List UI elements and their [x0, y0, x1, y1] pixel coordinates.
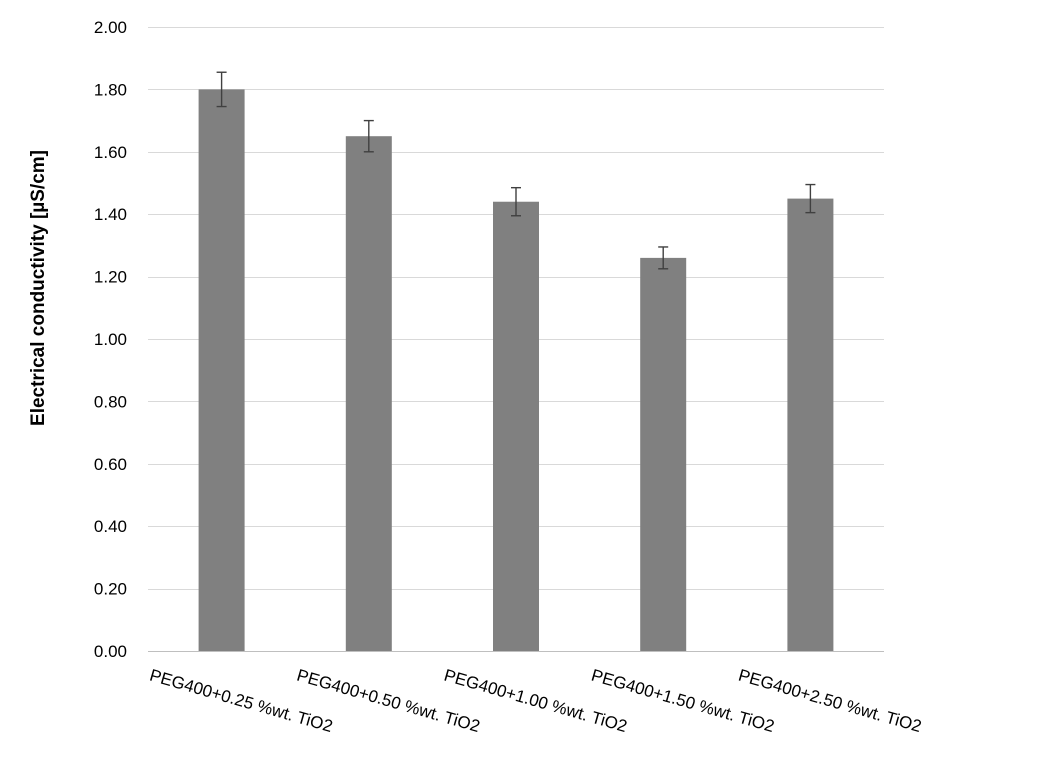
y-tick-label: 1.80: [94, 80, 127, 99]
bar: [345, 136, 392, 651]
y-tick-label: 1.60: [94, 143, 127, 162]
bar: [198, 89, 245, 651]
bars: [198, 89, 834, 651]
error-bar: [805, 183, 816, 214]
y-axis-tick-labels: 0.00 0.20 0.40 0.60 0.80 1.00 1.20 1.40 1.60 1.80…: [94, 18, 127, 661]
y-tick-label: 0.80: [94, 392, 127, 411]
error-bar: [658, 246, 669, 270]
y-axis-title: Electrical conductivity [µS/cm]: [28, 150, 49, 426]
bar: [493, 201, 539, 651]
bar: [787, 198, 834, 651]
y-tick-label: 0.40: [94, 517, 127, 536]
y-tick-label: 1.20: [94, 268, 127, 287]
error-bar: [216, 71, 227, 108]
bar: [640, 257, 687, 651]
y-tick-label: 0.00: [94, 642, 127, 661]
error-bar: [363, 119, 374, 153]
y-tick-label: 2.00: [94, 18, 127, 37]
y-tick-label: 1.00: [94, 330, 127, 349]
y-tick-label: 0.60: [94, 455, 127, 474]
y-tick-label: 1.40: [94, 205, 127, 224]
error-bar: [511, 186, 521, 217]
y-tick-label: 0.20: [94, 580, 127, 599]
error-bars: [216, 71, 816, 270]
